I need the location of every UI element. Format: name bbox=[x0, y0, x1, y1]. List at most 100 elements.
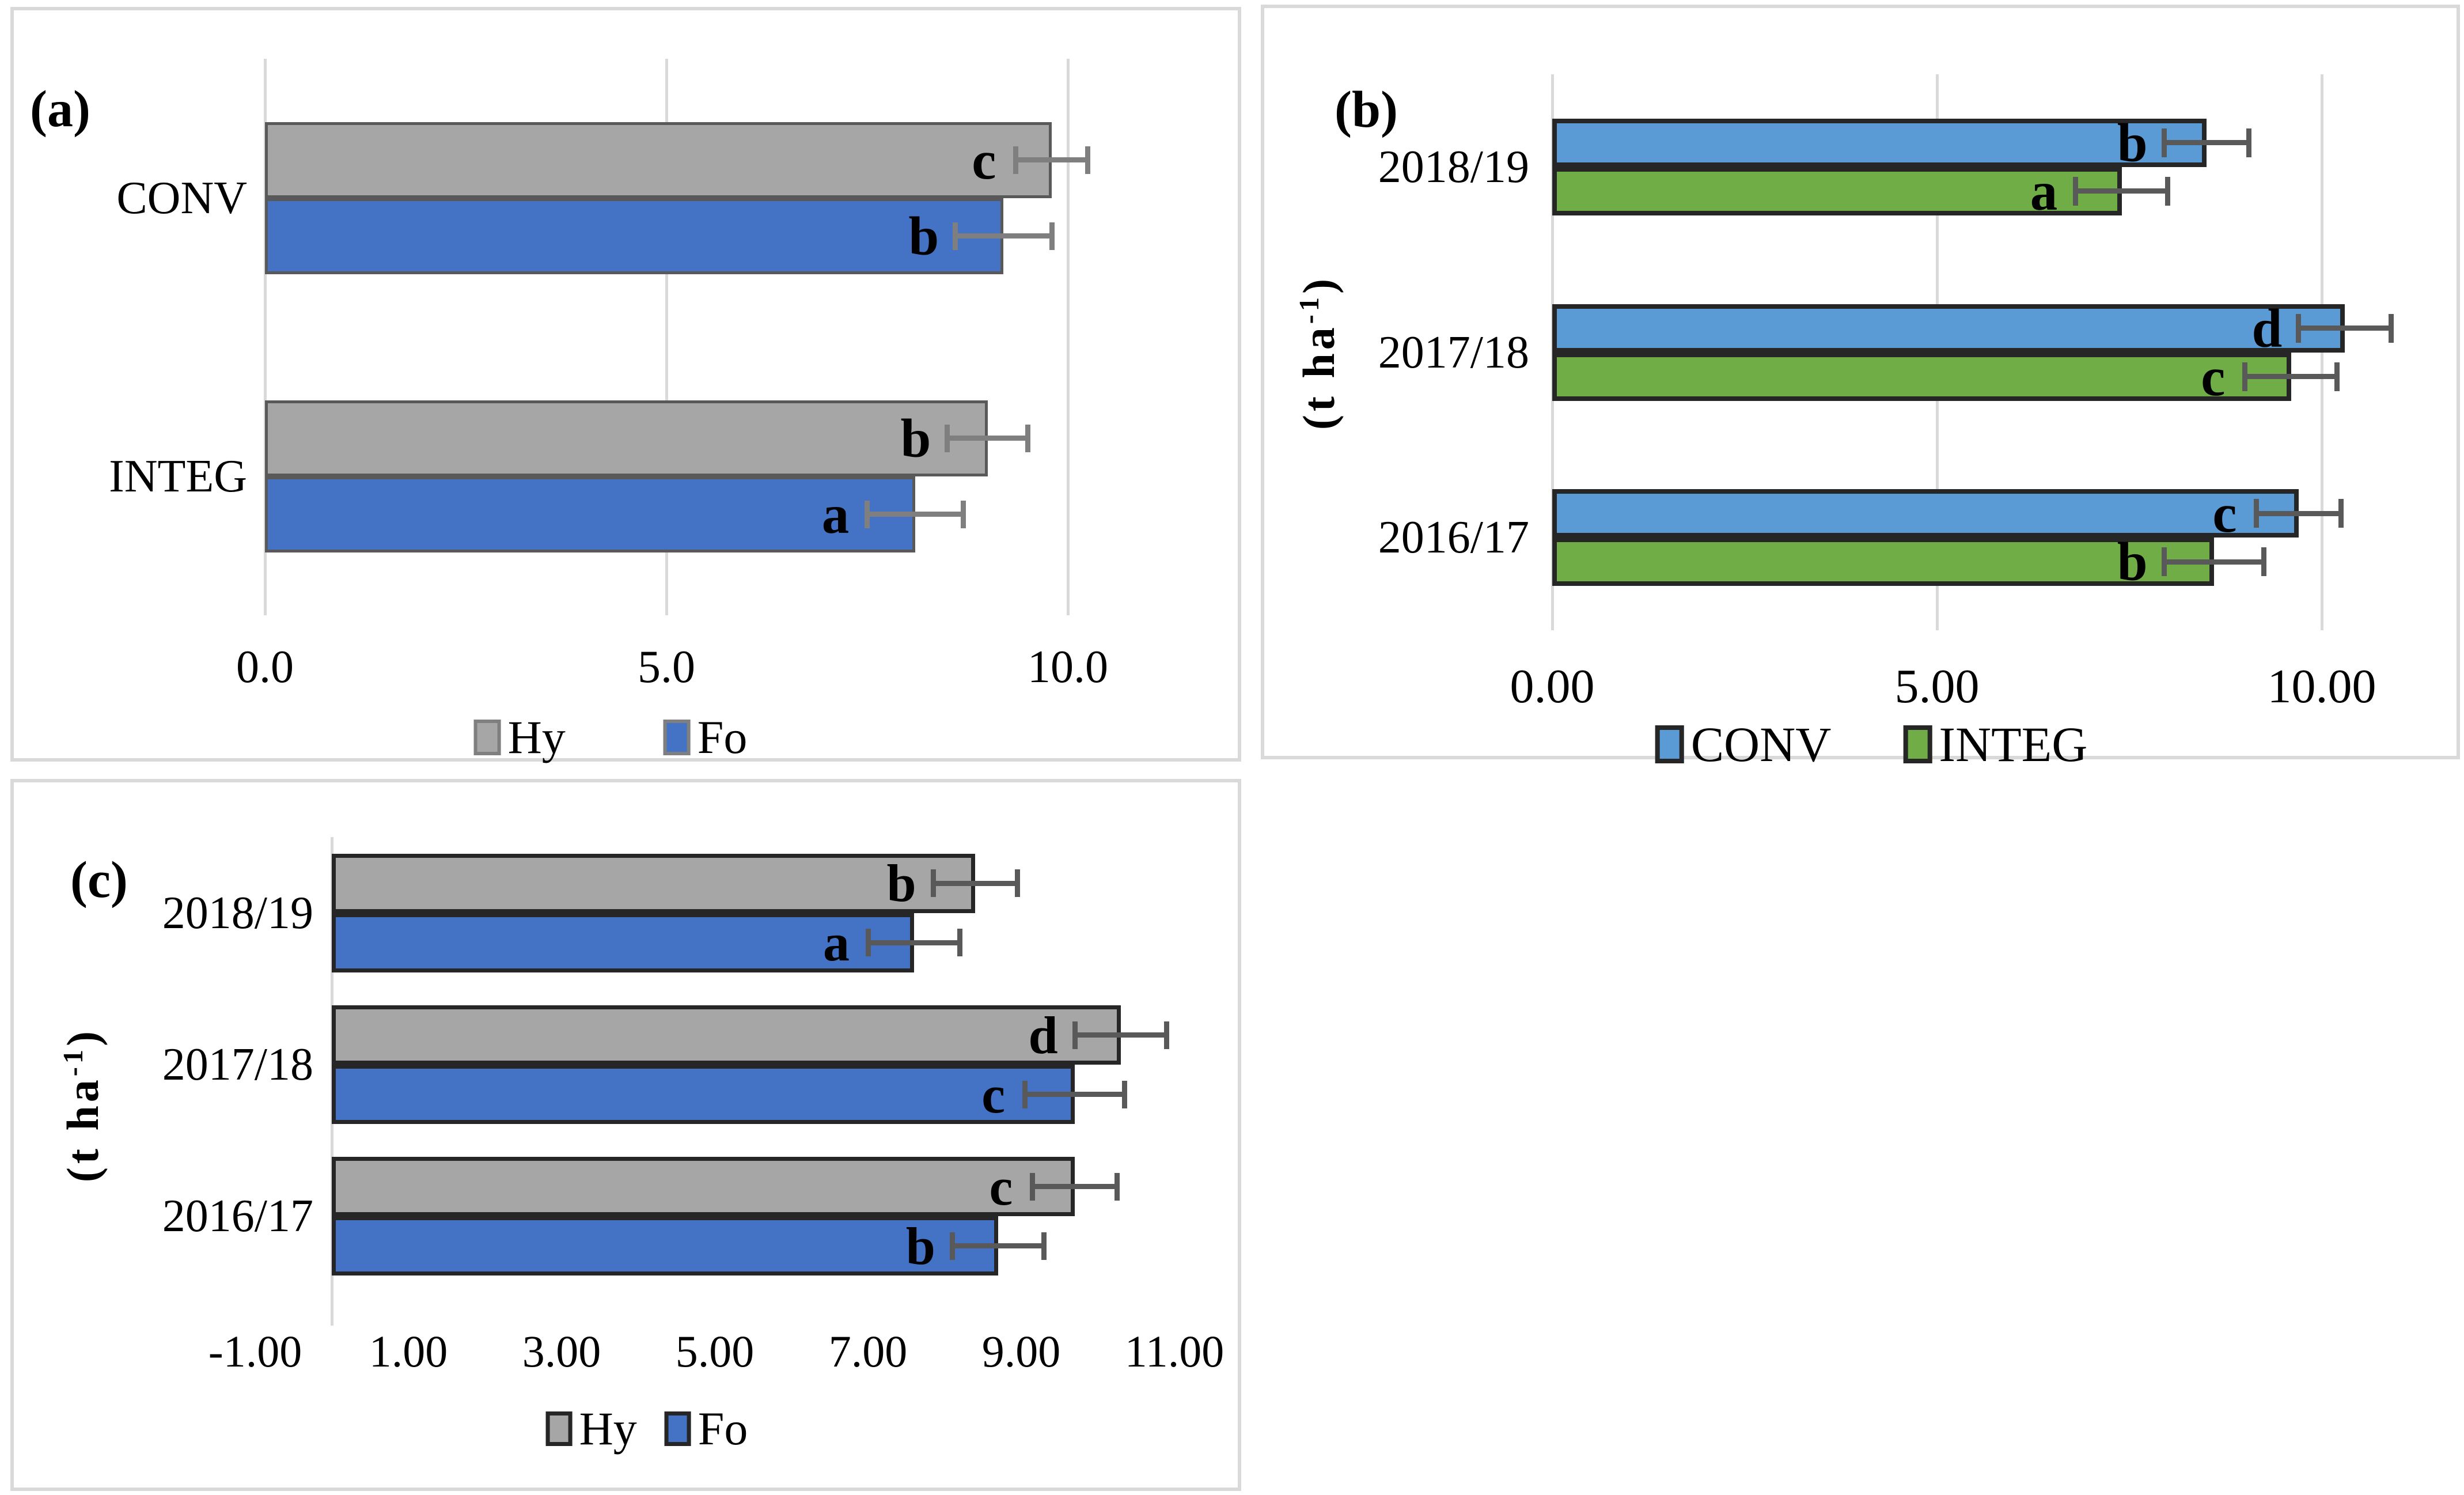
error-bar-cap-low-Hy-INTEG bbox=[945, 424, 950, 452]
legend: CONV INTEG bbox=[1655, 716, 2087, 773]
sig-letter-CONV-2017/18: d bbox=[2251, 297, 2283, 359]
error-bar-cap-low-CONV-2017/18 bbox=[2296, 313, 2302, 343]
error-bar-cap-high-Fo-2016/17 bbox=[1041, 1232, 1047, 1260]
legend-label-INTEG: INTEG bbox=[1939, 717, 2088, 772]
bar-INTEG-2016/17 bbox=[1552, 538, 2214, 586]
panel-a: (a) CONV c b INTEG b a 0.0 5.0 10.0 Hy Fo bbox=[10, 7, 1241, 763]
error-bar-cap-high-Fo-2017/18 bbox=[1122, 1080, 1128, 1108]
x-tick-7.00: 7.00 bbox=[828, 1326, 908, 1376]
gridline-0 bbox=[263, 59, 267, 615]
panel-c: (c) 2018/19 b a 2017/18 d c 2016/17 c b -1.00 1.00… bbox=[10, 779, 1241, 1491]
error-bar-Fo-2016/17 bbox=[952, 1243, 1044, 1249]
legend: Hy Fo bbox=[473, 710, 747, 764]
legend-swatch-INTEG bbox=[1903, 725, 1932, 763]
panel-c-chart: 2018/19 b a 2017/18 d c 2016/17 c b -1.00 1.00 3.00… bbox=[14, 782, 1238, 1488]
x-tick-0.0: 0.0 bbox=[236, 642, 294, 692]
error-bar-cap-low-Fo-2016/17 bbox=[949, 1232, 955, 1260]
x-tick--1.00: -1.00 bbox=[208, 1326, 302, 1376]
legend-item-Fo: Fo bbox=[664, 1402, 748, 1456]
legend-swatch-Fo bbox=[663, 720, 691, 755]
error-bar-CONV-2017/18 bbox=[2298, 326, 2391, 331]
legend: Hy Fo bbox=[545, 1402, 748, 1456]
y-axis-title-exponent: -1 bbox=[1294, 293, 1325, 324]
category-label-2018/19: 2018/19 bbox=[1378, 141, 1529, 192]
error-bar-cap-high-Fo-2018/19 bbox=[957, 929, 963, 957]
panel-a-chart: CONV c b INTEG b a 0.0 5.0 10.0 Hy Fo bbox=[14, 10, 1238, 763]
error-bar-cap-low-INTEG-2017/18 bbox=[2242, 362, 2247, 391]
y-axis-title: (t ha-1) bbox=[57, 1028, 109, 1182]
error-bar-cap-low-Hy-2017/18 bbox=[1072, 1021, 1078, 1049]
x-tick-11.00: 11.00 bbox=[1124, 1326, 1225, 1376]
x-tick-5.00: 5.00 bbox=[1894, 660, 1980, 713]
bar-INTEG-2017/18 bbox=[1552, 352, 2291, 401]
category-label-2018/19: 2018/19 bbox=[162, 887, 313, 938]
sig-letter-CONV-2016/17: c bbox=[2212, 483, 2237, 544]
panel-b: (b) 2018/19 b a 2017/18 d c 2016/17 c b 0.00 5.00 1… bbox=[1261, 5, 2460, 772]
bar-Fo-2016/17 bbox=[332, 1216, 999, 1276]
legend-label-Hy: Hy bbox=[579, 1402, 637, 1455]
y-axis-title-base: (t ha bbox=[58, 1076, 108, 1183]
x-tick-3.00: 3.00 bbox=[522, 1326, 601, 1376]
sig-letter-Fo-2018/19: a bbox=[823, 913, 850, 972]
sig-letter-INTEG-2018/19: a bbox=[2030, 160, 2058, 222]
error-bar-cap-low-Hy-CONV bbox=[1013, 146, 1018, 174]
legend-item-INTEG: INTEG bbox=[1903, 716, 2087, 773]
category-label-CONV: CONV bbox=[116, 172, 247, 224]
bar-CONV-2017/18 bbox=[1552, 304, 2345, 353]
legend-item-CONV: CONV bbox=[1655, 716, 1832, 773]
error-bar-cap-high-Hy-INTEG bbox=[1025, 424, 1030, 452]
gridline-10 bbox=[2320, 74, 2323, 630]
sig-letter-Fo-2017/18: c bbox=[981, 1065, 1006, 1124]
bar-Fo-2017/18 bbox=[332, 1065, 1075, 1124]
panel-b-label: (b) bbox=[1335, 81, 1398, 138]
sig-letter-Fo-CONV: b bbox=[908, 205, 939, 267]
error-bar-cap-low-Hy-2016/17 bbox=[1030, 1172, 1036, 1201]
error-bar-cap-low-Fo-INTEG bbox=[865, 500, 870, 528]
x-tick-5.0: 5.0 bbox=[638, 642, 695, 692]
legend-item-Hy: Hy bbox=[545, 1402, 637, 1456]
x-tick-1.00: 1.00 bbox=[369, 1326, 448, 1376]
error-bar-cap-low-Hy-2018/19 bbox=[930, 869, 936, 898]
bar-Fo-CONV bbox=[265, 198, 1004, 274]
sig-letter-Hy-2016/17: c bbox=[989, 1157, 1013, 1216]
error-bar-cap-high-Hy-2017/18 bbox=[1164, 1021, 1170, 1049]
error-bar-cap-high-Fo-INTEG bbox=[961, 500, 966, 528]
error-bar-cap-high-Hy-2018/19 bbox=[1014, 869, 1020, 898]
x-tick-9.00: 9.00 bbox=[981, 1326, 1061, 1376]
sig-letter-INTEG-2016/17: b bbox=[2117, 531, 2148, 593]
legend-label-Hy: Hy bbox=[507, 711, 566, 763]
sig-letter-Hy-2017/18: d bbox=[1028, 1005, 1058, 1065]
error-bar-cap-high-CONV-2017/18 bbox=[2388, 313, 2394, 343]
error-bar-Fo-INTEG bbox=[867, 512, 964, 517]
error-bar-cap-high-INTEG-2018/19 bbox=[2165, 176, 2171, 206]
category-label-2016/17: 2016/17 bbox=[162, 1191, 313, 1242]
error-bar-Fo-2018/19 bbox=[868, 940, 960, 945]
legend-swatch-CONV bbox=[1655, 725, 1684, 763]
bar-Hy-CONV bbox=[265, 122, 1052, 198]
legend-swatch-Fo bbox=[664, 1411, 691, 1446]
error-bar-cap-high-CONV-2016/17 bbox=[2338, 499, 2344, 528]
y-axis-title-close: ) bbox=[58, 1027, 108, 1046]
error-bar-Hy-2017/18 bbox=[1075, 1032, 1167, 1038]
error-bar-cap-low-INTEG-2016/17 bbox=[2161, 547, 2167, 577]
error-bar-cap-low-INTEG-2018/19 bbox=[2072, 176, 2078, 206]
sig-letter-Hy-CONV: c bbox=[972, 129, 996, 191]
error-bar-Hy-2016/17 bbox=[1032, 1184, 1117, 1190]
y-axis-title-base: (t ha bbox=[1294, 324, 1344, 430]
legend-swatch-Hy bbox=[473, 720, 501, 755]
x-tick-10.0: 10.0 bbox=[1028, 642, 1108, 692]
bar-CONV-2016/17 bbox=[1552, 489, 2299, 538]
error-bar-INTEG-2017/18 bbox=[2245, 374, 2337, 379]
legend-label-CONV: CONV bbox=[1690, 717, 1832, 772]
error-bar-cap-low-CONV-2016/17 bbox=[2253, 499, 2259, 528]
x-tick-5.00: 5.00 bbox=[675, 1326, 755, 1376]
error-bar-cap-high-Hy-2016/17 bbox=[1114, 1172, 1120, 1201]
category-label-2017/18: 2017/18 bbox=[162, 1039, 313, 1090]
panel-a-label: (a) bbox=[30, 81, 90, 138]
x-tick-10.00: 10.00 bbox=[2267, 660, 2376, 713]
category-label-INTEG: INTEG bbox=[109, 451, 247, 502]
y-axis-title: (t ha-1) bbox=[1293, 275, 1345, 430]
legend-label-Fo: Fo bbox=[697, 1402, 748, 1455]
legend-item-Fo: Fo bbox=[663, 710, 747, 764]
